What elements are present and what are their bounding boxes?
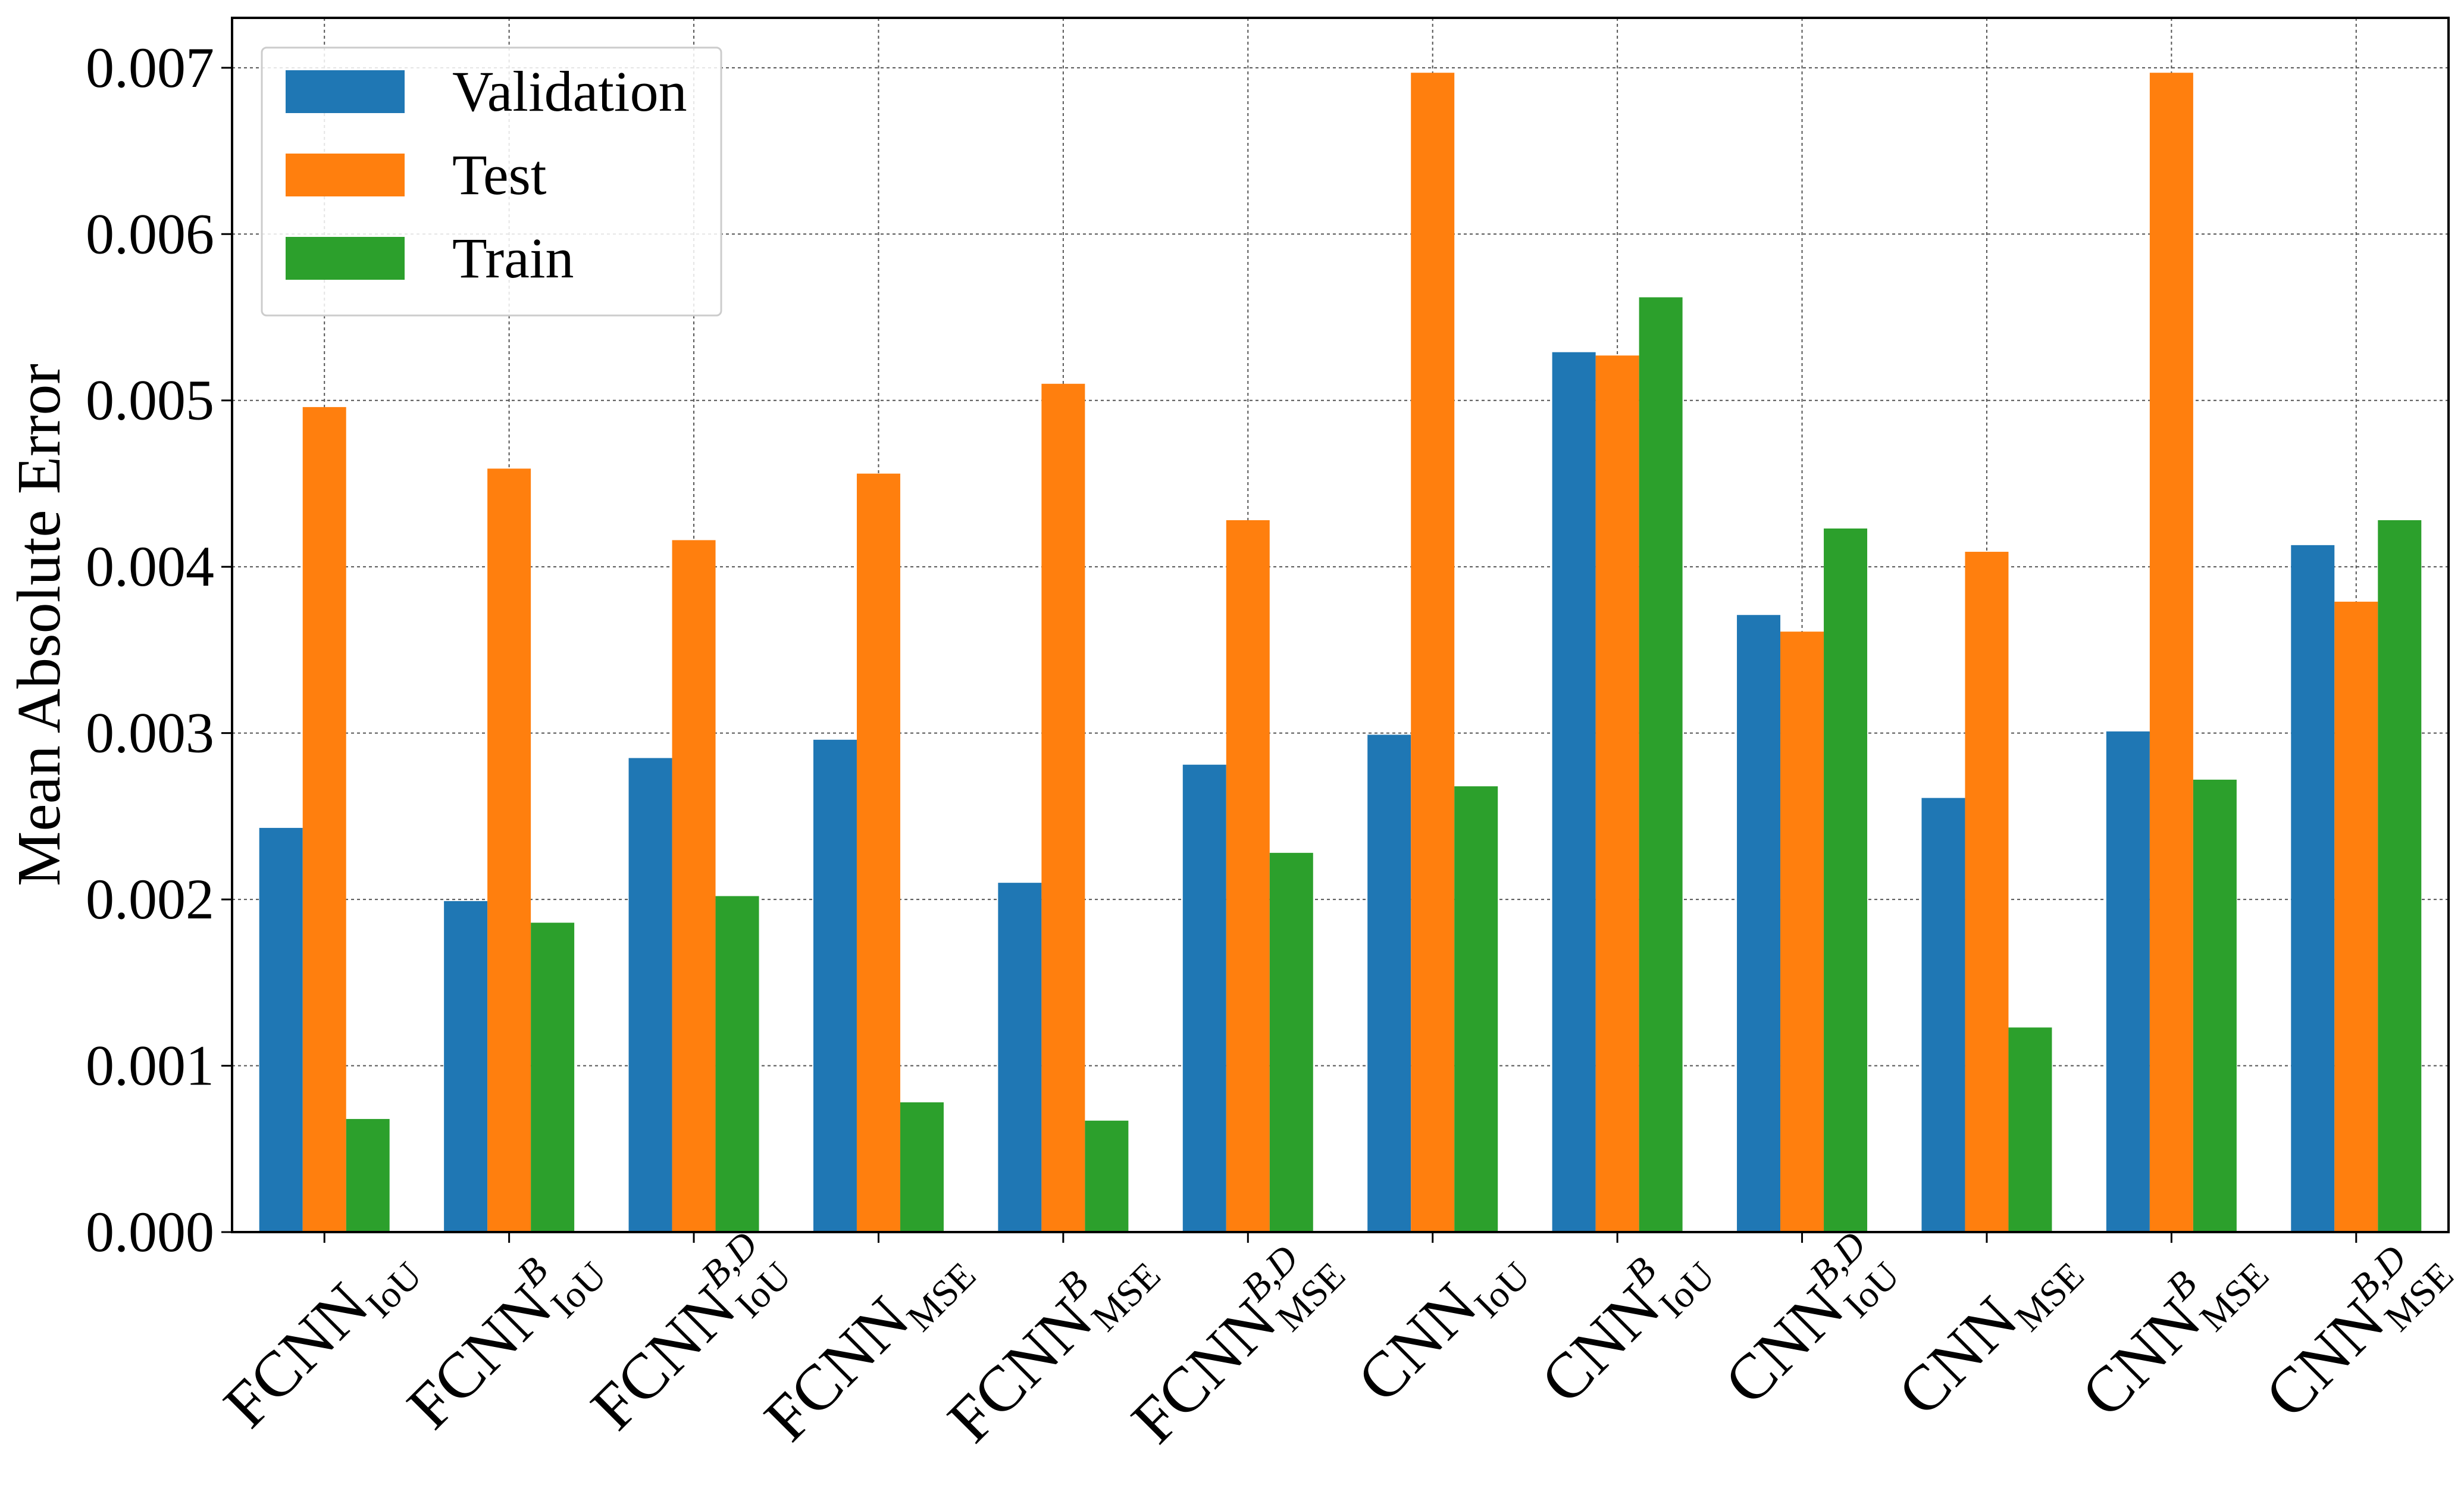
y-axis-ticks: 0.000 0.001 0.002 0.003 0.004 0.005 0.006 0.007 [86, 36, 232, 1264]
x-tick-label-base: CNN [2252, 1286, 2398, 1431]
bar-test [672, 540, 716, 1232]
bars [259, 73, 2422, 1233]
x-tick-label: FCNNIoU [211, 1228, 430, 1447]
bar-test [2334, 601, 2378, 1232]
bar-validation [1367, 734, 1411, 1232]
x-tick-label: CNNBIoU [1521, 1222, 1723, 1423]
bar-train [715, 896, 759, 1232]
bar-train [1639, 297, 1683, 1232]
legend-swatch-validation [286, 70, 405, 113]
bar-test [856, 473, 900, 1232]
bar-train [1085, 1120, 1129, 1232]
bar-train [1454, 786, 1498, 1232]
x-tick-label-base: CNN [2068, 1284, 2214, 1430]
bar-train [2008, 1027, 2052, 1232]
x-tick-label-base: CNN [1884, 1283, 2030, 1429]
x-tick-label-base: CNN [1344, 1270, 1490, 1415]
bar-train [1269, 852, 1313, 1232]
bar-validation [813, 739, 857, 1232]
bar-test [1595, 355, 1639, 1233]
legend-swatch-test [286, 154, 405, 196]
bar-test [487, 468, 531, 1232]
x-tick-label: FCNNBMSE [929, 1222, 1169, 1462]
x-tick-label-base: FCNN [752, 1283, 923, 1455]
x-tick-label: FCNNMSE [752, 1228, 984, 1461]
legend: Validation Test Train [261, 46, 722, 317]
y-tick-label: 0.002 [86, 867, 214, 931]
bar-train [1824, 528, 1868, 1233]
bar-test [2149, 73, 2193, 1232]
y-tick-label: 0.003 [86, 701, 214, 765]
bar-test [1965, 552, 2009, 1233]
x-tick-label-base: FCNN [211, 1270, 382, 1441]
legend-label-validation: Validation [452, 60, 687, 123]
y-axis-label: Mean Absolute Error [5, 364, 73, 886]
bar-test [1411, 73, 1455, 1232]
y-tick-label: 0.007 [86, 36, 214, 99]
x-tick-label: CNNB,DIoU [1705, 1222, 1907, 1424]
x-axis-ticks: FCNNIoUFCNNBIoUFCNNB,DIoUFCNNMSEFCNNBMSE… [211, 1222, 2462, 1462]
bar-validation [1552, 352, 1596, 1232]
x-tick-label: CNNMSE [1884, 1228, 2092, 1435]
x-tick-label-base: CNN [1527, 1271, 1673, 1417]
x-tick-label: FCNNB,DMSE [1113, 1222, 1353, 1462]
bar-validation [1737, 615, 1781, 1232]
bar-test [1780, 632, 1824, 1232]
bar-validation [2106, 731, 2150, 1232]
bar-validation [998, 883, 1042, 1232]
y-tick-label: 0.001 [86, 1034, 214, 1098]
x-tick-label-base: CNN [1711, 1272, 1857, 1418]
bar-test [1041, 383, 1085, 1233]
x-tick-label-base: FCNN [394, 1271, 565, 1442]
legend-label-test: Test [452, 143, 547, 207]
bar-train [346, 1118, 390, 1232]
bar-train [2378, 520, 2422, 1232]
y-tick-label: 0.006 [86, 202, 214, 265]
x-tick-label: CNNB,DMSE [2246, 1222, 2462, 1437]
x-tick-label-base: FCNN [578, 1272, 749, 1443]
bar-validation [1921, 798, 1965, 1232]
bar-validation [628, 758, 672, 1232]
plot-frame [231, 17, 2450, 1233]
legend-label-train: Train [452, 226, 574, 290]
x-tick-label-base: FCNN [935, 1284, 1106, 1456]
bar-validation [2291, 545, 2335, 1232]
bar-validation [259, 827, 303, 1232]
y-tick-label: 0.005 [86, 368, 214, 432]
x-tick-label-base: FCNN [1119, 1286, 1290, 1457]
legend-swatch-train [286, 237, 405, 280]
y-tick-label: 0.004 [86, 534, 214, 598]
x-tick-label: CNNIoU [1344, 1228, 1538, 1422]
x-tick-label: FCNNBIoU [388, 1222, 614, 1448]
bar-train [900, 1102, 944, 1232]
bar-test [302, 407, 346, 1233]
x-tick-label: CNNBMSE [2062, 1222, 2277, 1436]
bar-train [531, 923, 575, 1232]
bar-validation [444, 901, 488, 1232]
bar-train [2193, 779, 2237, 1232]
bar-test [1226, 520, 1270, 1232]
bar-validation [1182, 764, 1226, 1232]
y-tick-label: 0.000 [86, 1200, 214, 1264]
